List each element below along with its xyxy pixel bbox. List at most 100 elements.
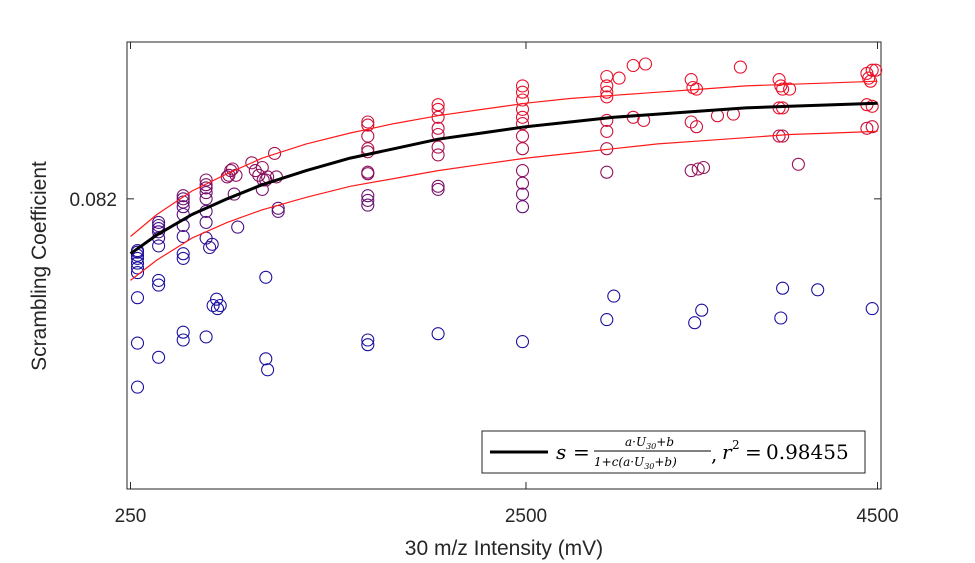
scatter-point — [515, 200, 530, 214]
scatter-point — [638, 57, 653, 71]
scatter-point — [774, 79, 788, 93]
legend-formula: s = a·U30+b 1+c(a·U30+b) , r 2 = 0.98455 — [556, 435, 849, 471]
scatter-point — [130, 336, 145, 350]
scatter-point — [271, 201, 285, 215]
y-tick-labels: 0.082 — [69, 190, 117, 211]
scatter-point — [688, 316, 702, 330]
scatter-point — [199, 186, 213, 200]
scatter-point — [176, 200, 190, 214]
scatter-point — [252, 168, 266, 182]
scatter-point — [130, 251, 145, 265]
scatter-point — [152, 239, 166, 253]
scatter-point — [865, 99, 879, 113]
scatter-point — [199, 178, 213, 192]
fit-curve-line — [129, 101, 878, 255]
legend-r-value: 0.98455 — [766, 440, 849, 464]
fit-curves — [129, 80, 878, 281]
y-tick-label: 0.082 — [69, 190, 117, 211]
scatter-point — [361, 198, 375, 212]
scatter-point — [515, 129, 530, 143]
scatter-point — [600, 124, 614, 138]
scatter-point — [865, 63, 879, 77]
scatter-point — [176, 247, 190, 261]
scatter-point — [361, 338, 375, 352]
axis-ticks — [127, 42, 881, 489]
scatter-point — [600, 313, 614, 327]
scatter-point — [431, 179, 445, 193]
scatter-point — [515, 142, 530, 156]
scatter-point — [607, 289, 621, 303]
scatter-point — [361, 167, 375, 181]
scatter-point — [176, 251, 190, 265]
scatter-point — [152, 218, 166, 233]
scatter-point — [776, 82, 790, 96]
scatter-point — [689, 120, 704, 134]
scatter-point — [268, 146, 282, 160]
scatter-point — [783, 82, 797, 96]
x-tick-labels: 250 2500 4500 — [115, 506, 899, 527]
legend-formula-numerator: a·U30+b — [625, 435, 674, 451]
legend-r-symbol: r — [722, 440, 733, 464]
scatter-point — [199, 181, 213, 195]
legend: s = a·U30+b 1+c(a·U30+b) , r 2 = 0.98455 — [481, 430, 866, 474]
y-axis-label: Scrambling Coefficient — [28, 161, 51, 371]
scatter-point — [811, 283, 825, 297]
legend-r-equals: = — [745, 440, 762, 464]
scatter-point — [860, 121, 874, 135]
scatter-point — [733, 60, 747, 74]
scatter-point — [515, 164, 530, 178]
scatter-point — [176, 192, 190, 206]
scatter-point — [684, 164, 698, 178]
scatter-point — [431, 121, 445, 135]
scatter-point — [130, 256, 145, 270]
scatter-point — [515, 187, 530, 201]
scatter-point — [130, 291, 145, 305]
scatter-point — [213, 298, 227, 313]
scatter-point — [152, 278, 166, 292]
scatter-point — [199, 330, 213, 344]
scatter-point — [431, 98, 445, 112]
scatter-point — [431, 148, 445, 162]
legend-formula-equals: = — [573, 440, 590, 464]
scatter-point — [600, 85, 614, 99]
scatter-point — [431, 182, 445, 196]
scatter-point — [210, 302, 225, 316]
scatter-point — [696, 160, 711, 175]
scatter-point — [361, 193, 375, 207]
scatter-point — [152, 273, 166, 287]
scatter-point — [600, 90, 614, 104]
scatter-point — [152, 215, 166, 229]
scatter-point — [206, 298, 220, 313]
scatter-point — [205, 237, 219, 251]
scatter-point — [152, 350, 166, 364]
scatter-point — [774, 311, 788, 325]
scatter-point — [130, 380, 145, 394]
scatter-point — [224, 164, 238, 178]
scatter-point — [515, 93, 530, 107]
lower-confidence-bound — [130, 130, 878, 281]
scatter-point — [130, 266, 145, 280]
x-axis-label: 30 m/z Intensity (mV) — [405, 537, 603, 560]
scatter-point — [361, 189, 375, 203]
scatter-point — [862, 71, 876, 85]
scatter-point — [515, 335, 530, 349]
scatter-point — [865, 302, 879, 316]
legend-r-exponent: 2 — [732, 438, 740, 452]
x-tick-label: 2500 — [505, 506, 547, 527]
legend-formula-comma: , — [711, 442, 717, 466]
scatter-point — [199, 192, 213, 206]
scatter-point — [776, 129, 790, 143]
scatter-point — [361, 118, 375, 132]
scatter-point — [515, 176, 530, 190]
scatter-point — [691, 162, 705, 176]
scatter-point — [259, 270, 273, 284]
scatter-point — [612, 71, 626, 85]
scatter-point — [431, 327, 445, 341]
legend-formula-denominator: 1+c(a·U30+b) — [594, 455, 677, 471]
scatter-point — [199, 173, 213, 187]
scatter-point — [199, 215, 213, 229]
scatter-point — [361, 115, 375, 129]
scatter-point — [210, 292, 224, 306]
scatter-point — [600, 165, 614, 179]
